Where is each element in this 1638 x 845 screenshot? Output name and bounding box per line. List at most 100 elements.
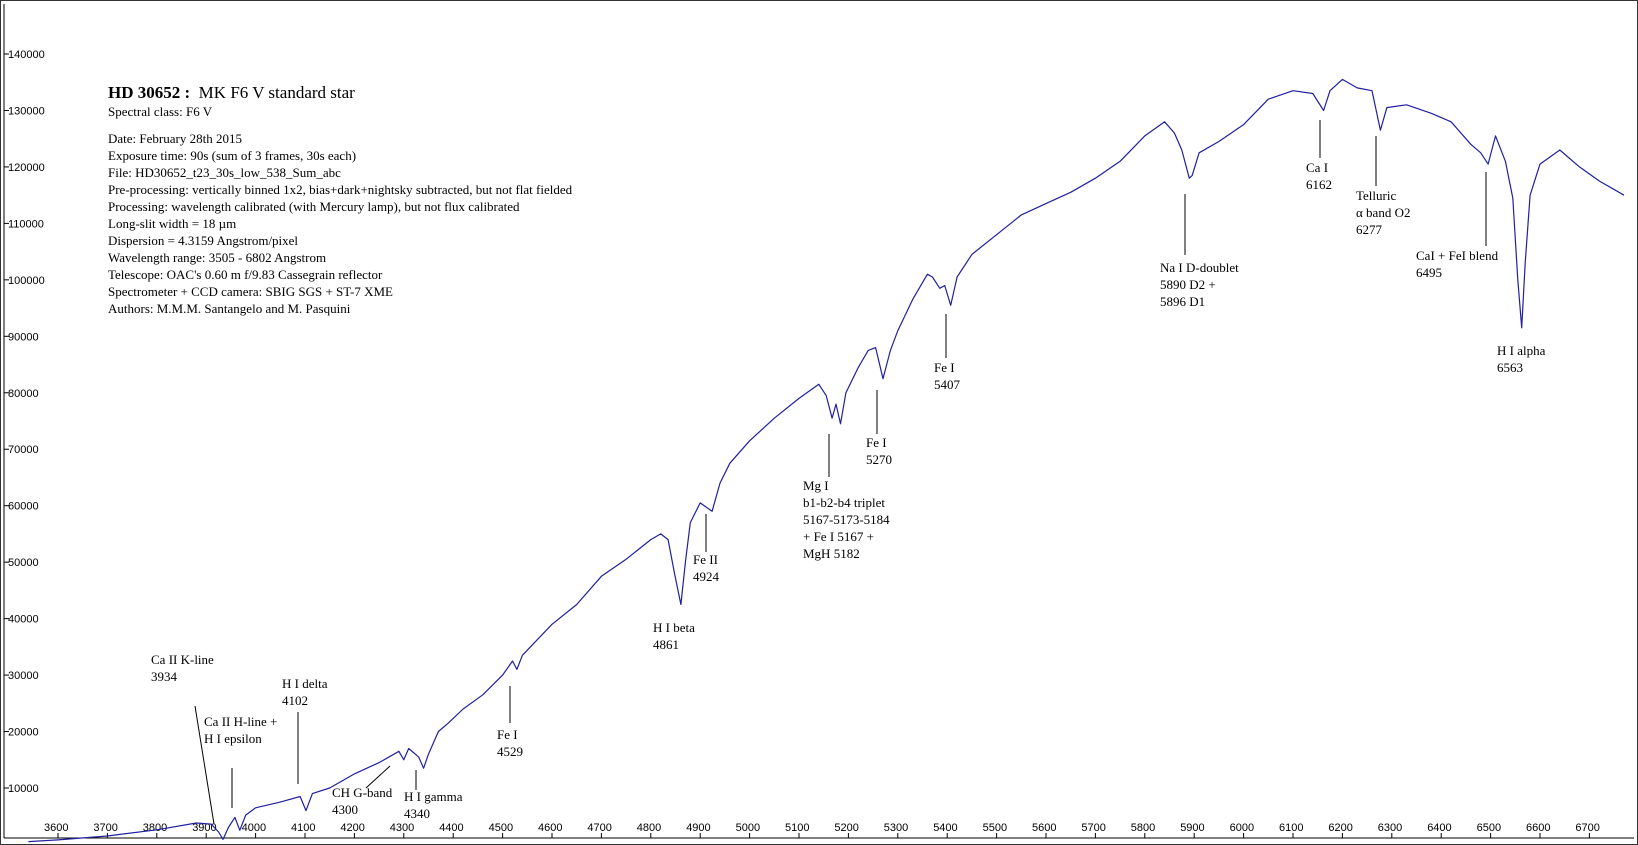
annotation-label: 4340 <box>404 806 430 821</box>
annotation-label: Telluric <box>1356 188 1396 203</box>
x-tick-label: 5300 <box>884 822 908 834</box>
x-tick-label: 4100 <box>291 822 315 834</box>
info-line: Telescope: OAC's 0.60 m f/9.83 Cassegrai… <box>108 267 383 282</box>
annotation-label: 6563 <box>1497 360 1523 375</box>
x-tick-label: 6200 <box>1328 822 1352 834</box>
y-tick-label: 60000 <box>8 501 39 513</box>
info-panel: HD 30652 : MK F6 V standard star Spectra… <box>108 84 572 317</box>
x-tick-label: 4300 <box>390 822 414 834</box>
annotation-label: 4529 <box>497 744 523 759</box>
y-tick-label: 70000 <box>8 444 39 456</box>
x-tick-label: 5200 <box>834 822 858 834</box>
x-tick-label: 4400 <box>439 822 463 834</box>
x-tick-label: 4800 <box>637 822 661 834</box>
x-tick-label: 3700 <box>93 822 117 834</box>
x-tick-label: 6000 <box>1230 822 1254 834</box>
annotation-label: 4924 <box>693 569 720 584</box>
x-tick-label: 6100 <box>1279 822 1303 834</box>
x-tick-label: 4900 <box>686 822 710 834</box>
annotation-label: Ca II H-line + <box>204 714 277 729</box>
y-tick-label: 130000 <box>8 105 45 117</box>
annotation-label: 4861 <box>653 637 679 652</box>
x-tick-label: 6300 <box>1378 822 1402 834</box>
info-line: File: HD30652_t23_30s_low_538_Sum_abc <box>108 165 341 180</box>
x-tick-label: 5700 <box>1081 822 1105 834</box>
y-tick-label: 20000 <box>8 727 39 739</box>
x-tick-label: 4600 <box>538 822 562 834</box>
x-tick-label: 5500 <box>983 822 1007 834</box>
y-tick-label: 110000 <box>8 218 44 230</box>
annotation-label: α band O2 <box>1356 205 1410 220</box>
info-line: Dispersion = 4.3159 Angstrom/pixel <box>108 233 299 248</box>
x-tick-label: 5100 <box>785 822 809 834</box>
x-tick-label: 4700 <box>587 822 611 834</box>
y-tick-label: 50000 <box>8 557 39 569</box>
annotation-label: 5896 D1 <box>1160 294 1205 309</box>
y-tick-label: 80000 <box>8 388 39 400</box>
x-tick-label: 3600 <box>44 822 68 834</box>
info-line: Date: February 28th 2015 <box>108 131 242 146</box>
annotation-label: 6277 <box>1356 222 1383 237</box>
annotation-label: b1-b2-b4 triplet <box>803 495 885 510</box>
annotation-label: Ca II K-line <box>151 652 214 667</box>
chart-title: HD 30652 : MK F6 V standard star <box>108 84 572 101</box>
x-tick-label: 5600 <box>1032 822 1056 834</box>
info-line: Wavelength range: 3505 - 6802 Angstrom <box>108 250 327 265</box>
annotation-label: H I beta <box>653 620 695 635</box>
info-line: Processing: wavelength calibrated (with … <box>108 199 520 214</box>
annotation-label: 5167-5173-5184 <box>803 512 890 527</box>
annotation-label: Fe II <box>693 552 718 567</box>
spectrum-line <box>28 78 1625 843</box>
annotation-label: Fe I <box>866 435 887 450</box>
y-tick-label: 30000 <box>8 670 39 682</box>
x-tick-label: 6500 <box>1477 822 1501 834</box>
y-tick-label: 10000 <box>8 783 39 795</box>
annotation-leader <box>194 705 215 825</box>
annotation-label: Ca I <box>1306 160 1328 175</box>
annotation-label: CH G-band <box>332 785 393 800</box>
x-tick-label: 6400 <box>1427 822 1451 834</box>
annotation-label: 5270 <box>866 452 892 467</box>
annotation-label: 4102 <box>282 693 308 708</box>
info-line: Spectral class: F6 V <box>108 104 213 119</box>
y-tick-label: 120000 <box>8 162 45 174</box>
annotation-label: + Fe I 5167 + <box>803 529 874 544</box>
x-tick-label: 3800 <box>143 822 167 834</box>
annotation-leader <box>365 765 391 789</box>
annotation-label: 6162 <box>1306 177 1332 192</box>
x-tick-label: 5400 <box>933 822 957 834</box>
info-line: Authors: M.M.M. Santangelo and M. Pasqui… <box>108 301 351 316</box>
annotation-label: 4300 <box>332 802 358 817</box>
x-tick-label: 4500 <box>489 822 513 834</box>
x-tick-label: 6700 <box>1575 822 1599 834</box>
annotation-label: H I delta <box>282 676 328 691</box>
x-tick-label: 4000 <box>242 822 266 834</box>
star-subtitle: MK F6 V standard star <box>198 83 355 102</box>
x-tick-label: 4200 <box>340 822 364 834</box>
x-tick-label: 5900 <box>1180 822 1204 834</box>
info-line: Long-slit width = 18 µm <box>108 216 237 231</box>
annotation-label: Na I D-doublet <box>1160 260 1239 275</box>
y-tick-label: 100000 <box>8 275 45 287</box>
star-name: HD 30652 : <box>108 83 191 102</box>
annotation-label: CaI + FeI blend <box>1416 248 1499 263</box>
annotation-label: H I gamma <box>404 789 463 804</box>
annotation-label: 5890 D2 + <box>1160 277 1216 292</box>
annotation-label: 6495 <box>1416 265 1442 280</box>
x-tick-label: 3900 <box>192 822 216 834</box>
annotation-label: H I epsilon <box>204 731 262 746</box>
y-tick-label: 90000 <box>8 331 39 343</box>
info-line: Pre-processing: vertically binned 1x2, b… <box>108 182 573 197</box>
y-tick-label: 40000 <box>8 614 39 626</box>
y-tick-label: 140000 <box>8 49 45 61</box>
x-tick-label: 5000 <box>736 822 760 834</box>
annotation-label: Fe I <box>934 360 955 375</box>
annotation-label: MgH 5182 <box>803 546 860 561</box>
info-line: Spectrometer + CCD camera: SBIG SGS + ST… <box>108 284 393 299</box>
info-line: Exposure time: 90s (sum of 3 frames, 30s… <box>108 148 357 163</box>
annotation-label: Fe I <box>497 727 518 742</box>
annotation-label: 3934 <box>151 669 178 684</box>
annotation-label: 5407 <box>934 377 961 392</box>
annotation-label: H I alpha <box>1497 343 1546 358</box>
